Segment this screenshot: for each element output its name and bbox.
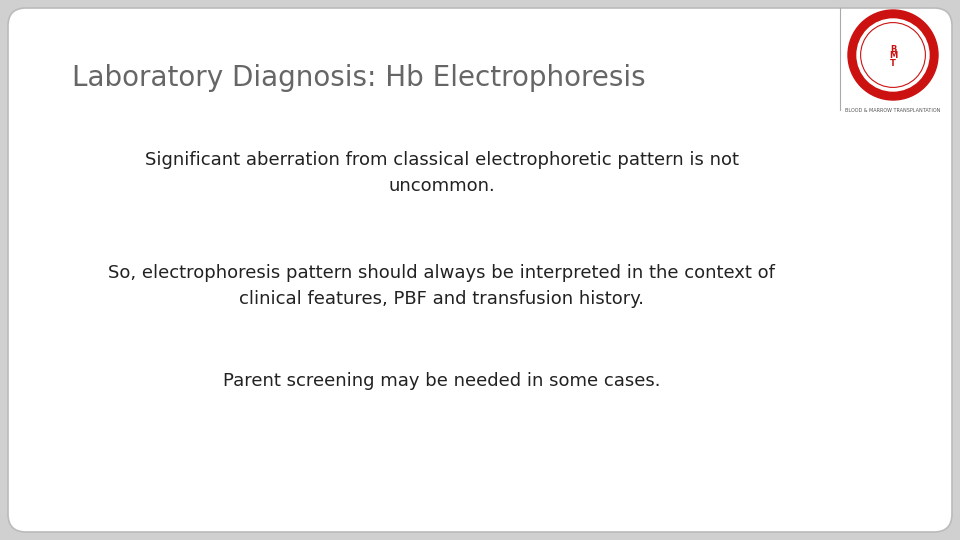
- Text: B: B: [890, 44, 897, 53]
- Circle shape: [848, 10, 938, 100]
- Text: M: M: [889, 51, 898, 60]
- Text: Significant aberration from classical electrophoretic pattern is not
uncommon.: Significant aberration from classical el…: [145, 151, 738, 195]
- Text: BLOOD & MARROW TRANSPLANTATION: BLOOD & MARROW TRANSPLANTATION: [846, 108, 941, 113]
- Text: T: T: [890, 58, 896, 68]
- FancyBboxPatch shape: [8, 8, 952, 532]
- Text: Laboratory Diagnosis: Hb Electrophoresis: Laboratory Diagnosis: Hb Electrophoresis: [72, 64, 646, 92]
- Text: Parent screening may be needed in some cases.: Parent screening may be needed in some c…: [223, 372, 660, 390]
- Circle shape: [857, 19, 929, 91]
- Text: So, electrophoresis pattern should always be interpreted in the context of
clini: So, electrophoresis pattern should alway…: [108, 264, 775, 308]
